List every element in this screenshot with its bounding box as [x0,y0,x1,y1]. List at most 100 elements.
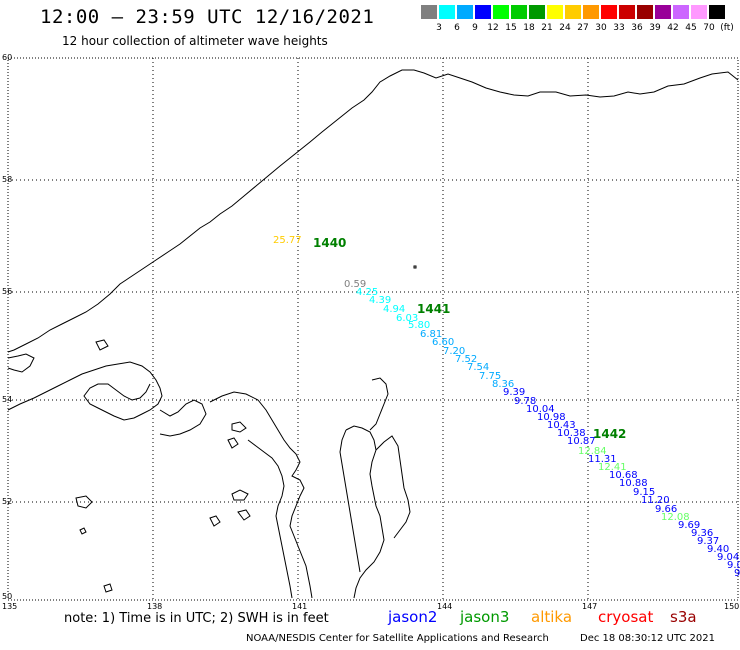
legend-altika-label: altika [531,608,573,626]
scale-label: 24 [559,23,571,33]
wave-height-label: 0.59 [344,279,367,290]
scale-label: (ft) [720,23,734,33]
scale-label: 3 [436,23,442,33]
scale-label: 70 [703,23,715,33]
wave-height-label: 11.31 [588,454,617,465]
wave-height-label: 12.84 [578,446,607,457]
footer-note: note: 1) Time is in UTC; 2) SWH is in fe… [64,611,329,626]
mainland-inlet [159,399,207,437]
okhotsk-north-coast [7,69,739,353]
scale-label: 27 [577,23,589,33]
small-island-9 [103,583,113,593]
scale-label: 21 [541,23,553,33]
lat-label: 50 [2,592,13,601]
wave-height-label: 9.78 [514,396,537,407]
wave-height-label: 12.08 [661,512,690,523]
wave-height-label: 11.20 [641,495,670,506]
mainland-west-coast [7,361,163,421]
tatar-strait-west [247,439,293,599]
scale-swatch [547,5,563,19]
wave-height-label: 25.77 [273,235,302,246]
sakhalin-island [339,425,385,599]
legend-s3a: s3a [670,608,697,626]
scale-swatch [691,5,707,19]
scale-swatch [511,5,527,19]
scale-label: 33 [613,23,625,33]
wave-height-label: 10.38 [557,428,586,439]
wave-height-label: 9.15 [633,487,656,498]
small-island-7 [95,339,109,351]
lon-label: 141 [292,602,308,611]
small-island-2 [227,437,239,449]
scale-label: 36 [631,23,643,33]
map-title: 12:00 – 23:59 UTC 12/16/2021 [40,6,375,28]
scale-label: 12 [487,23,499,33]
wave-height-label: 9.0 [727,560,740,571]
scale-swatch [583,5,599,19]
coastline [7,69,739,599]
lon-label: 147 [582,602,598,611]
legend-cryosat: cryosat [598,608,653,626]
wave-height-label: 10.04 [526,404,555,415]
small-island-1 [231,421,247,433]
wave-height-label: 7.20 [443,346,466,357]
wave-height-label: 7.75 [479,371,502,382]
schmidt-peninsula [369,377,389,431]
scale-label: 30 [595,23,607,33]
scale-swatch [493,5,509,19]
wave-height-label: 9.36 [691,528,714,539]
scale-label: 6 [454,23,460,33]
wave-height-label: 9.37 [697,536,720,547]
small-island-8 [79,527,87,535]
wave-height-label: 10.98 [537,412,566,423]
wave-height-label: 9.39 [503,387,526,398]
wave-height-label: 8.36 [492,379,515,390]
sakhalin-northeast [375,435,411,539]
map-subtitle: 12 hour collection of altimeter wave hei… [62,34,328,48]
wave-height-label: 7.52 [455,354,478,365]
lon-label: 144 [437,602,453,611]
wave-height-label: 4.94 [383,304,406,315]
lat-label: 56 [2,287,13,296]
map-frame [7,57,739,601]
wave-height-label: 10.68 [609,470,638,481]
credit-text: NOAA/NESDIS Center for Satellite Applica… [246,633,549,644]
legend-jason3: jason3 [460,608,509,626]
wave-height-label: 9 [734,568,740,579]
lon-label: 150 [724,602,740,611]
scale-swatch [457,5,473,19]
legend-altika: altika [531,608,572,626]
scale-label: 45 [685,23,697,33]
wave-height-label: 10.88 [619,478,648,489]
shantar-coast [7,353,35,373]
scale-swatch [475,5,491,19]
wave-height-label: 4.39 [369,295,392,306]
scale-swatch [637,5,653,19]
scale-swatch [421,5,437,19]
small-island-3 [231,489,249,501]
scale-swatch [673,5,689,19]
legend-jason3-label: jason3 [460,608,510,626]
scale-swatch [565,5,581,19]
scale-swatch [709,5,725,19]
wave-height-label: 9.66 [655,504,678,515]
legend-jason2-label: jason2 [388,608,438,626]
amur-bay [209,391,313,599]
legend-cryosat-label: cryosat [598,608,654,626]
small-island-4 [75,495,93,509]
wave-height-label: 9.40 [707,544,730,555]
wave-height-label: 6.81 [420,329,443,340]
wave-height-label: 6.60 [432,337,455,348]
time-label: 1442 [593,427,627,441]
scale-swatch [619,5,635,19]
scale-label: 39 [649,23,661,33]
scale-swatch [655,5,671,19]
scale-label: 42 [667,23,679,33]
wave-height-label: 6.03 [396,313,419,324]
lon-label: 135 [2,602,18,611]
scale-swatch [601,5,617,19]
scale-label: 18 [523,23,535,33]
lat-label: 60 [2,53,13,62]
wave-height-label: 4.25 [356,287,379,298]
scale-label: 9 [472,23,478,33]
